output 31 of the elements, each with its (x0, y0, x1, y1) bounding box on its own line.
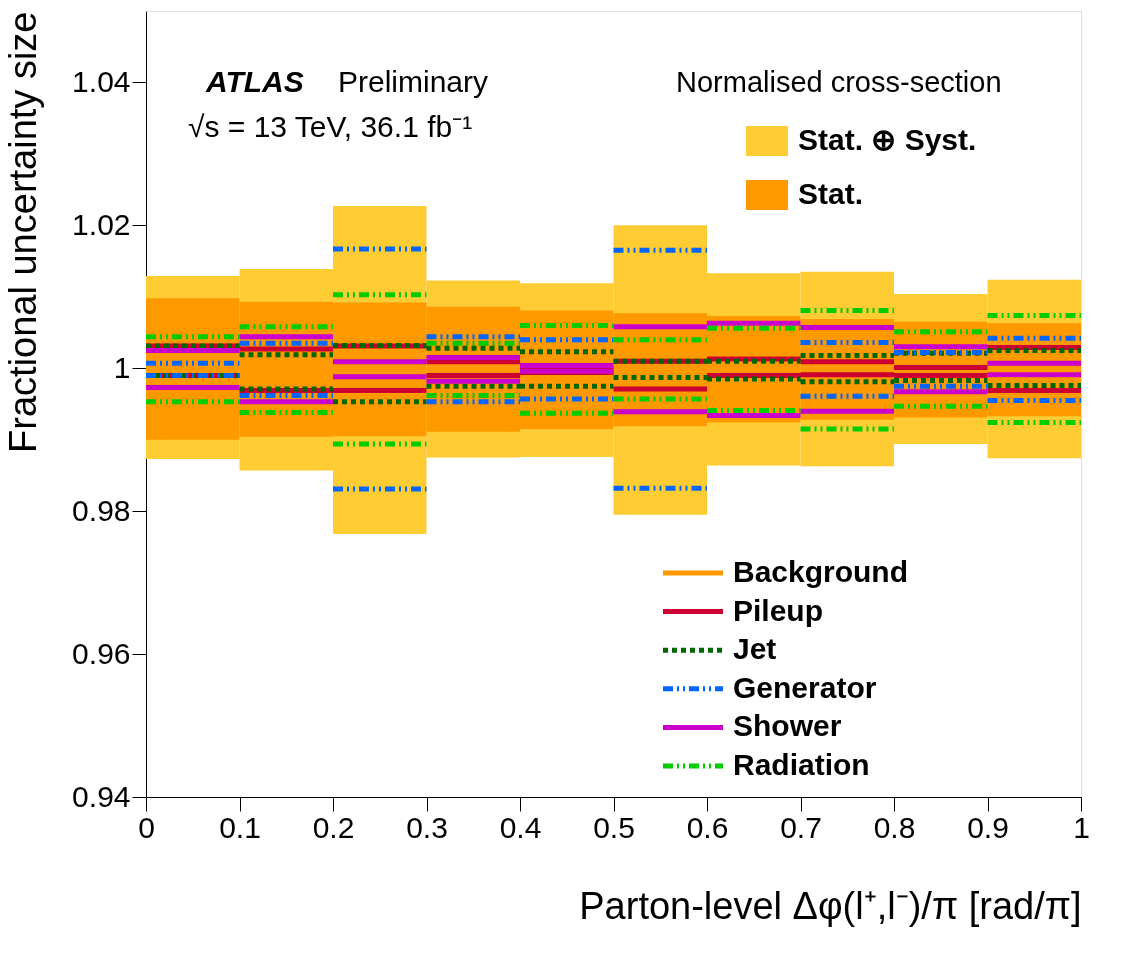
legend-label: Stat. (798, 177, 864, 210)
legend-label: Shower (733, 709, 842, 743)
legend-label: Jet (733, 632, 777, 666)
x-tick-label: 0.4 (499, 810, 542, 844)
x-tick-label: 0.8 (873, 810, 916, 844)
x-tick-label: 0.1 (219, 810, 261, 844)
x-tick-label: 0.5 (593, 810, 635, 844)
legend-title: Normalised cross-section (676, 66, 1002, 98)
x-tick-label: 0.6 (686, 810, 729, 844)
y-tick-label: 0.98 (72, 493, 131, 527)
x-tick-label: 0.9 (967, 810, 1009, 844)
y-tick-label: 1 (113, 350, 131, 384)
y-tick-label: 0.96 (72, 636, 131, 670)
legend-label: Radiation (733, 748, 870, 781)
annotation: √s = 13 TeV, 36.1 fb⁻¹ (188, 110, 473, 143)
x-axis-title: Parton-level Δφ(l⁺,l⁻)/π [rad/π] (579, 884, 1082, 927)
legend-label: Stat. ⊕ Syst. (798, 123, 977, 156)
x-tick-label: 1 (1073, 810, 1090, 844)
y-tick-label: 1.04 (72, 64, 131, 98)
legend-label: Background (733, 555, 909, 588)
legend-label: Generator (733, 670, 877, 704)
legend-label: Pileup (733, 593, 824, 627)
y-tick-label: 1.02 (72, 207, 131, 241)
annotation: Preliminary (338, 65, 489, 98)
x-tick-label: 0.2 (312, 810, 355, 844)
y-tick-label: 0.94 (72, 779, 131, 813)
annotation: ATLAS (205, 65, 304, 98)
y-axis-title: Fractional uncertainty size (2, 11, 45, 453)
x-tick-label: 0.3 (406, 810, 448, 844)
x-tick-label: 0 (138, 810, 155, 844)
x-tick-label: 0.7 (780, 810, 822, 844)
